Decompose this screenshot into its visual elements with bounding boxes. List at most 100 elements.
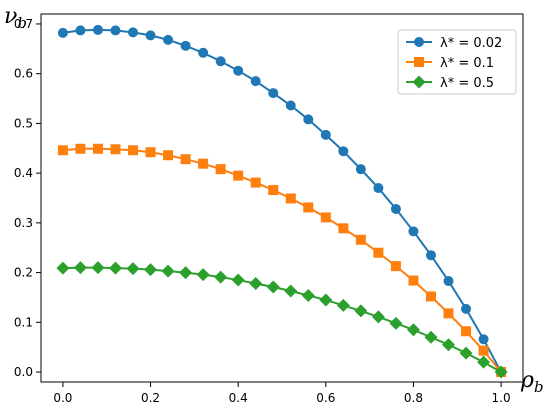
data-point: [231, 273, 245, 287]
data-point: [233, 65, 244, 76]
series-3: [56, 261, 508, 379]
legend-marker: [412, 75, 426, 89]
data-point: [355, 234, 366, 245]
data-point: [75, 143, 86, 154]
data-point: [390, 261, 401, 272]
data-point: [478, 334, 489, 345]
data-point: [303, 114, 314, 125]
data-point: [320, 129, 331, 140]
data-point: [145, 147, 156, 158]
data-point: [461, 303, 472, 314]
legend-label: λ* = 0.1: [440, 56, 494, 71]
data-point: [355, 164, 366, 175]
data-point: [425, 250, 436, 261]
data-point: [196, 268, 210, 282]
data-point: [389, 316, 403, 330]
data-point: [57, 27, 68, 38]
y-tick-label: 0.5: [14, 116, 33, 130]
data-point: [390, 203, 401, 214]
data-point: [128, 27, 139, 38]
data-point: [110, 144, 121, 155]
data-point: [284, 284, 298, 298]
data-point: [180, 40, 191, 51]
data-point: [249, 277, 263, 291]
data-point: [461, 326, 472, 337]
y-tick-label: 0.2: [14, 266, 33, 280]
x-tick-label: 1.0: [492, 391, 511, 405]
legend-label: λ* = 0.5: [440, 76, 494, 91]
data-point: [301, 288, 315, 302]
data-point: [250, 177, 261, 188]
legend: λ* = 0.02 λ* = 0.1 λ* = 0.5: [397, 29, 517, 95]
data-point: [75, 25, 86, 36]
data-point: [338, 223, 349, 234]
data-point: [371, 310, 385, 324]
data-point: [285, 100, 296, 111]
data-point: [108, 261, 122, 275]
x-axis-label: ρb: [520, 368, 544, 396]
data-point: [73, 261, 87, 275]
y-tick-label: 0.3: [14, 216, 33, 230]
x-tick-label: 0.6: [316, 391, 335, 405]
data-point: [92, 143, 103, 154]
data-point: [56, 261, 70, 275]
data-point: [57, 145, 68, 156]
series-1: [57, 24, 507, 378]
data-point: [285, 193, 296, 204]
series-2: [57, 143, 507, 378]
data-point: [459, 346, 473, 360]
data-point: [198, 47, 209, 58]
data-point: [180, 154, 191, 165]
y-tick-label: 0.0: [14, 365, 33, 379]
data-point: [443, 276, 454, 287]
data-point: [268, 88, 279, 99]
y-axis-ticks: 0.0 0.1 0.2 0.3 0.4 0.5 0.6 0.7: [14, 17, 41, 379]
x-axis-ticks: 0.0 0.2 0.4 0.6 0.8 1.0: [53, 382, 511, 405]
legend-item: λ* = 0.02: [406, 36, 502, 51]
data-point: [408, 275, 419, 286]
x-tick-label: 0.2: [141, 391, 160, 405]
data-point: [478, 345, 489, 356]
data-point: [128, 145, 139, 156]
data-point: [373, 183, 384, 194]
data-point: [233, 170, 244, 181]
data-point: [303, 202, 314, 213]
legend-box: [397, 29, 517, 95]
y-tick-label: 0.1: [14, 315, 33, 329]
data-point: [425, 291, 436, 302]
data-point: [144, 263, 158, 277]
data-point: [215, 164, 226, 175]
data-point: [373, 247, 384, 258]
legend-marker: [414, 57, 424, 67]
data-point: [424, 330, 438, 344]
x-tick-label: 0.8: [404, 391, 423, 405]
data-point: [320, 212, 331, 223]
legend-marker: [414, 37, 424, 47]
data-point: [443, 308, 454, 319]
data-point: [266, 280, 280, 294]
y-tick-label: 0.4: [14, 166, 33, 180]
data-point: [354, 304, 368, 318]
data-point: [442, 338, 456, 352]
data-point: [91, 261, 105, 275]
x-tick-label: 0.0: [53, 391, 72, 405]
data-point: [319, 293, 333, 307]
x-tick-label: 0.4: [229, 391, 248, 405]
data-point: [214, 270, 228, 284]
data-point: [477, 355, 491, 369]
y-tick-label: 0.6: [14, 67, 33, 81]
data-point: [126, 262, 140, 276]
data-point: [408, 226, 419, 237]
data-point: [336, 298, 350, 312]
data-point: [406, 323, 420, 337]
legend-label: λ* = 0.02: [440, 36, 502, 51]
data-point: [145, 30, 156, 41]
data-point: [92, 24, 103, 35]
data-point: [494, 365, 508, 379]
series-layer: [56, 24, 508, 379]
data-point: [179, 266, 193, 280]
data-point: [110, 25, 121, 36]
plot-frame: [40, 13, 524, 383]
data-point: [268, 185, 279, 196]
